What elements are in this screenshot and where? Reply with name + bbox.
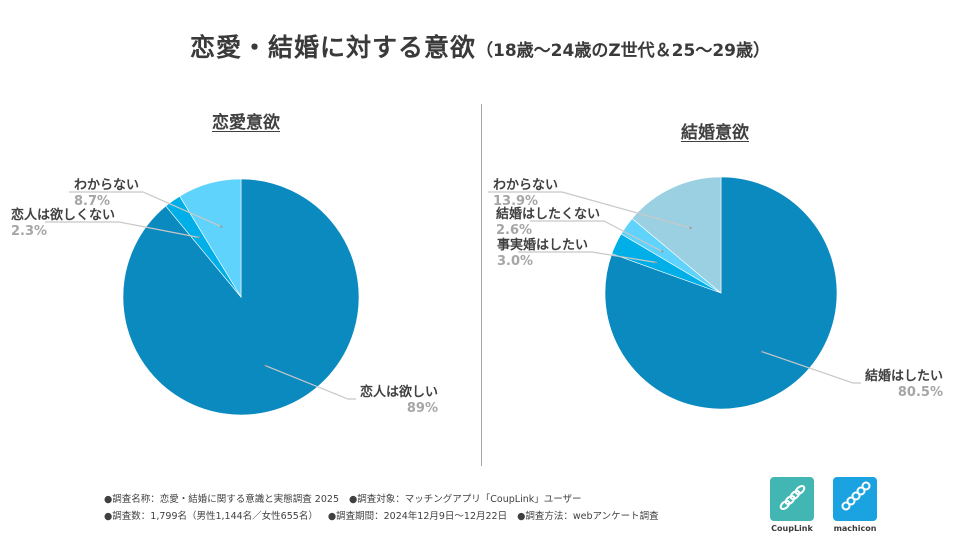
leader-line (69, 191, 222, 228)
slice-value: 13.9% (493, 194, 538, 209)
slice-label: わからない (493, 178, 558, 193)
slice-label: 結婚はしたい (865, 368, 943, 384)
survey-notes-line2: ●調査数：1,799名（男性1,144名／女性655名） ●調査期間：2024年1… (104, 508, 669, 525)
ring-chain-icon (770, 477, 814, 521)
slice-label: 恋人は欲しい (360, 384, 438, 400)
slice-value: 2.6% (496, 223, 532, 238)
couplink-logo-name: CoupLink (771, 524, 813, 533)
slice-value: 3.0% (497, 254, 533, 269)
slice-value: 2.3% (11, 224, 47, 239)
chain-icon (833, 477, 877, 521)
page-title: 恋愛・結婚に対する意欲（18歳〜24歳のZ世代＆25〜29歳） (0, 28, 960, 64)
machicon-logo-name: machicon (833, 524, 877, 533)
leader-line (265, 365, 356, 400)
leader-dot (654, 261, 658, 264)
page-title-main: 恋愛・結婚に対する意欲 (190, 33, 477, 62)
chart-divider (481, 104, 482, 466)
slice-value: 89% (407, 401, 438, 416)
note-survey-period: ●調査期間：2024年12月9日〜12月22日 (327, 511, 508, 522)
slice-label: 事実婚はしたい (497, 237, 588, 253)
chart-title-marriage: 結婚意欲 (681, 123, 749, 143)
survey-notes: ●調査名称：恋愛・結婚に関する意識と実態調査 2025 ●調査対象：マッチングアプ… (104, 491, 669, 525)
leader-line (762, 351, 861, 384)
leader-line (488, 191, 691, 229)
machicon-logo: machicon (830, 477, 880, 533)
leader-dot (264, 364, 267, 367)
couplink-logo: CoupLink (767, 477, 817, 533)
page-subtitle: （18歳〜24歳のZ世代＆25〜29歳） (476, 41, 770, 61)
leader-dot (197, 236, 200, 239)
pie-slice (179, 178, 242, 299)
survey-notes-line1: ●調査名称：恋愛・結婚に関する意識と実態調査 2025 ●調査対象：マッチングアプ… (104, 491, 669, 508)
slice-value: 80.5% (898, 385, 943, 400)
leader-dot (689, 226, 692, 229)
leader-dot (761, 350, 764, 353)
pie-slice (631, 176, 722, 294)
chart-title-love: 恋愛意欲 (212, 113, 280, 133)
slice-value: 8.7% (74, 194, 110, 209)
leader-line (45, 221, 199, 238)
slice-label: わからない (74, 178, 139, 193)
note-survey-name: ●調査名称：恋愛・結婚に関する意識と実態調査 2025 (104, 494, 339, 505)
note-survey-count: ●調査数：1,799名（男性1,144名／女性655名） (104, 511, 318, 522)
leader-line (518, 251, 656, 263)
note-survey-method: ●調査方法：webアンケート調査 (517, 511, 659, 522)
leader-line (530, 220, 663, 253)
leader-dot (220, 225, 223, 228)
slice-label: 結婚はしたくない (496, 206, 600, 222)
leader-dot (661, 250, 664, 253)
slice-label: 恋人は欲しくない (11, 207, 115, 223)
note-survey-target: ●調査対象：マッチングアプリ「CoupLink」ユーザー (349, 494, 582, 505)
